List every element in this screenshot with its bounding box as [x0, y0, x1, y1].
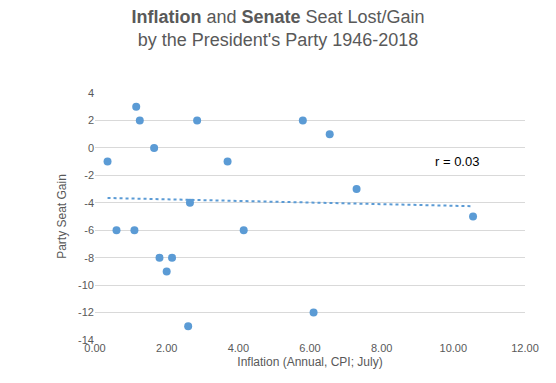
- svg-text:0: 0: [88, 142, 94, 154]
- svg-text:Party Seat Gain: Party Seat Gain: [55, 174, 69, 259]
- svg-text:Inflation and Senate Seat Lost: Inflation and Senate Seat Lost/Gainby th…: [131, 7, 424, 50]
- svg-text:-2: -2: [84, 169, 94, 181]
- svg-text:2.00: 2.00: [156, 342, 177, 354]
- svg-text:10.00: 10.00: [440, 342, 468, 354]
- svg-text:-6: -6: [84, 224, 94, 236]
- svg-text:2: 2: [88, 114, 94, 126]
- svg-text:r = 0.03: r = 0.03: [435, 154, 479, 169]
- svg-text:-12: -12: [78, 306, 94, 318]
- svg-text:6.00: 6.00: [299, 342, 320, 354]
- svg-text:Inflation (Annual, CPI; July): Inflation (Annual, CPI; July): [237, 355, 382, 369]
- svg-text:4: 4: [88, 87, 94, 99]
- svg-text:-4: -4: [84, 197, 94, 209]
- svg-text:8.00: 8.00: [371, 342, 392, 354]
- svg-text:-8: -8: [84, 252, 94, 264]
- svg-text:12.00: 12.00: [511, 342, 539, 354]
- svg-text:0.00: 0.00: [84, 342, 105, 354]
- svg-text:4.00: 4.00: [228, 342, 249, 354]
- svg-text:-14: -14: [78, 334, 94, 346]
- svg-text:-10: -10: [78, 279, 94, 291]
